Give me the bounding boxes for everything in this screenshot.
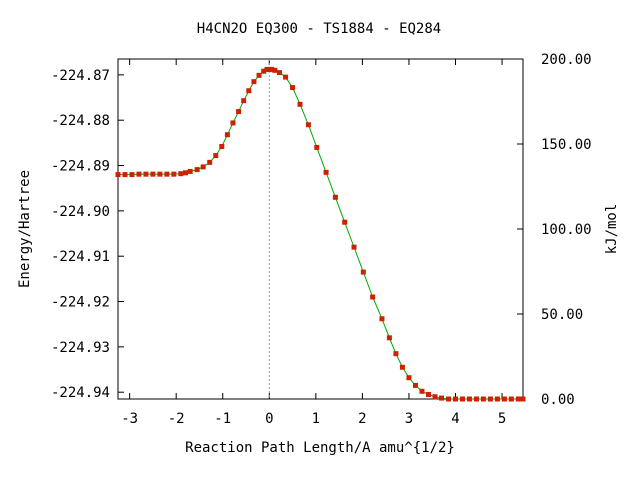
data-point	[219, 143, 225, 149]
data-point	[432, 394, 438, 400]
data-point	[459, 396, 465, 402]
data-point	[453, 396, 458, 402]
data-point	[501, 396, 507, 402]
axis-tick-labels: -3 -2 -1 0 1 2 3 4 5 -224.87 -224.88 -224.89 -224.90…	[51, 52, 592, 427]
data-point	[515, 396, 521, 402]
chart-title: H4CN2O EQ300 - TS1884 - EQ284	[197, 21, 441, 37]
data-point	[360, 269, 366, 275]
data-point	[115, 172, 121, 178]
data-point	[241, 98, 247, 104]
x-tick-label: 5	[498, 411, 506, 427]
data-point	[487, 396, 493, 402]
data-point	[494, 396, 500, 402]
data-point	[386, 335, 392, 341]
y2-tick-label: 0.00	[541, 392, 575, 408]
y-tick-label: -224.94	[51, 385, 110, 401]
data-point	[277, 70, 283, 76]
data-point	[171, 171, 177, 177]
y-tick-label: -224.90	[51, 204, 110, 220]
x-tick-label: -2	[168, 411, 185, 427]
data-point	[370, 294, 376, 300]
x-axis-label: Reaction Path Length/A amu^{1/2}	[185, 440, 455, 456]
x-tick-label: 3	[405, 411, 413, 427]
y2-tick-label: 150.00	[541, 137, 592, 153]
data-point	[446, 396, 452, 402]
data-point	[473, 396, 479, 402]
data-point	[269, 66, 275, 72]
data-point	[246, 88, 252, 94]
data-point	[136, 171, 142, 177]
data-point	[297, 101, 303, 107]
y-tick-label: -224.87	[51, 68, 110, 84]
data-point	[187, 168, 193, 174]
data-point	[164, 171, 170, 177]
data-point	[466, 396, 472, 402]
x-tick-label: 2	[358, 411, 366, 427]
data-point	[314, 144, 320, 150]
data-point	[399, 364, 405, 370]
data-point	[323, 169, 329, 175]
y2-tick-label: 100.00	[541, 222, 592, 238]
data-point	[332, 194, 338, 200]
data-point	[305, 122, 311, 128]
x-tick-label: -1	[214, 411, 231, 427]
data-point	[508, 396, 514, 402]
data-point	[236, 109, 242, 115]
y-tick-label: -224.92	[51, 295, 110, 311]
data-point	[406, 375, 412, 381]
x-tick-label: -3	[121, 411, 138, 427]
y-tick-label: -224.93	[51, 340, 110, 356]
data-point	[283, 74, 289, 80]
data-point	[157, 171, 163, 177]
y2-tick-label: 200.00	[541, 52, 592, 68]
data-point	[122, 172, 128, 178]
data-point	[261, 68, 267, 74]
data-point	[426, 391, 431, 397]
data-point	[439, 395, 445, 401]
data-point	[213, 153, 219, 159]
data-point	[207, 159, 213, 165]
y2-axis-label: kJ/mol	[604, 204, 620, 255]
data-point	[290, 85, 296, 91]
data-point	[412, 382, 418, 388]
data-point	[520, 396, 526, 402]
data-point	[150, 171, 156, 177]
data-point	[200, 164, 206, 170]
series-line	[118, 68, 523, 400]
data-point	[272, 67, 278, 73]
series-markers	[115, 66, 526, 402]
y-tick-label: -224.89	[51, 159, 110, 175]
data-point	[393, 351, 399, 357]
data-point	[342, 219, 348, 225]
y-axis-label: Energy/Hartree	[17, 170, 33, 288]
data-point	[251, 79, 257, 85]
axis-ticks	[118, 58, 523, 400]
data-point	[256, 72, 262, 78]
data-point	[224, 132, 230, 138]
x-tick-label: 4	[451, 411, 459, 427]
data-point	[480, 396, 486, 402]
data-point	[183, 170, 188, 176]
data-point	[178, 171, 184, 177]
data-point	[230, 120, 236, 126]
data-point	[419, 388, 425, 394]
data-point	[129, 172, 135, 178]
data-point	[351, 244, 357, 250]
y-tick-label: -224.88	[51, 113, 110, 129]
plot-frame	[117, 58, 524, 400]
x-tick-label: 0	[265, 411, 273, 427]
y-tick-label: -224.91	[51, 249, 110, 265]
x-tick-label: 1	[312, 411, 320, 427]
data-point	[143, 171, 149, 177]
data-point	[379, 316, 385, 322]
y2-tick-label: 50.00	[541, 307, 583, 323]
data-point	[194, 167, 200, 173]
